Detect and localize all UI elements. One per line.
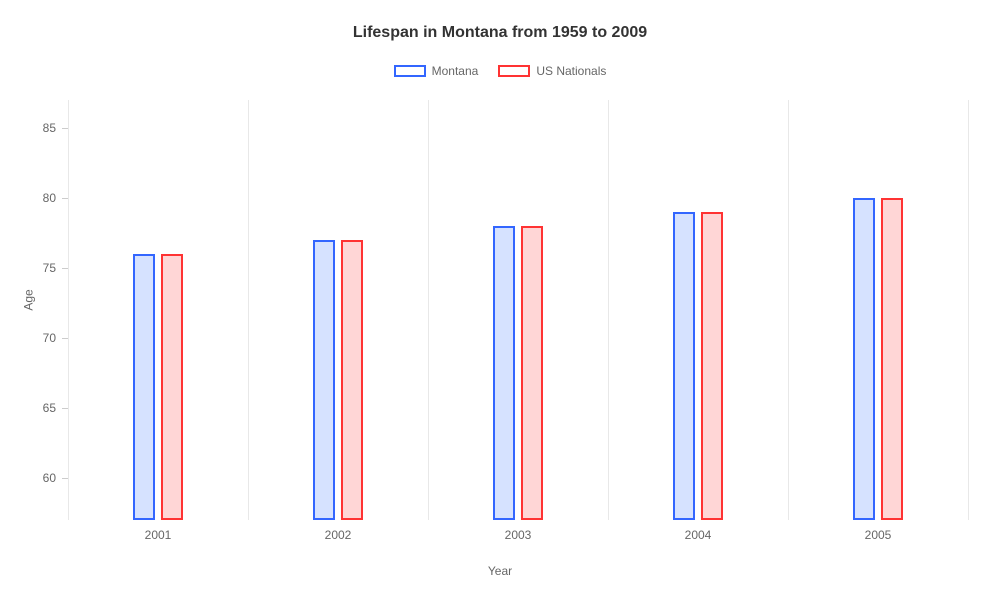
gridline-vertical — [788, 100, 789, 520]
y-tick-label: 70 — [26, 331, 56, 345]
legend-label-us: US Nationals — [536, 64, 606, 78]
y-tick-label: 75 — [26, 261, 56, 275]
legend-item-us: US Nationals — [498, 64, 606, 78]
y-tick-label: 85 — [26, 121, 56, 135]
bar — [493, 226, 515, 520]
y-tick — [62, 338, 68, 339]
bar — [313, 240, 335, 520]
y-tick — [62, 478, 68, 479]
x-tick-label: 2002 — [325, 528, 352, 542]
bar — [133, 254, 155, 520]
y-tick-label: 80 — [26, 191, 56, 205]
x-tick-label: 2004 — [685, 528, 712, 542]
plot-area: 60657075808520012002200320042005 — [68, 100, 968, 520]
bar — [673, 212, 695, 520]
chart-title: Lifespan in Montana from 1959 to 2009 — [0, 0, 1000, 42]
bar — [341, 240, 363, 520]
legend-item-montana: Montana — [394, 64, 479, 78]
gridline-vertical — [968, 100, 969, 520]
legend-label-montana: Montana — [432, 64, 479, 78]
gridline-vertical — [608, 100, 609, 520]
chart-container: Lifespan in Montana from 1959 to 2009 Mo… — [0, 0, 1000, 600]
y-tick — [62, 408, 68, 409]
legend-swatch-us — [498, 65, 530, 77]
bar — [161, 254, 183, 520]
bar — [701, 212, 723, 520]
bar — [853, 198, 875, 520]
x-tick-label: 2005 — [865, 528, 892, 542]
x-tick-label: 2003 — [505, 528, 532, 542]
legend: Montana US Nationals — [0, 64, 1000, 78]
y-axis-title: Age — [22, 289, 36, 310]
gridline-vertical — [68, 100, 69, 520]
x-tick-label: 2001 — [145, 528, 172, 542]
y-tick-label: 65 — [26, 401, 56, 415]
bar — [521, 226, 543, 520]
y-tick — [62, 268, 68, 269]
gridline-vertical — [428, 100, 429, 520]
bar — [881, 198, 903, 520]
legend-swatch-montana — [394, 65, 426, 77]
y-tick — [62, 128, 68, 129]
x-axis-title: Year — [488, 564, 512, 578]
y-tick — [62, 198, 68, 199]
y-tick-label: 60 — [26, 471, 56, 485]
gridline-vertical — [248, 100, 249, 520]
